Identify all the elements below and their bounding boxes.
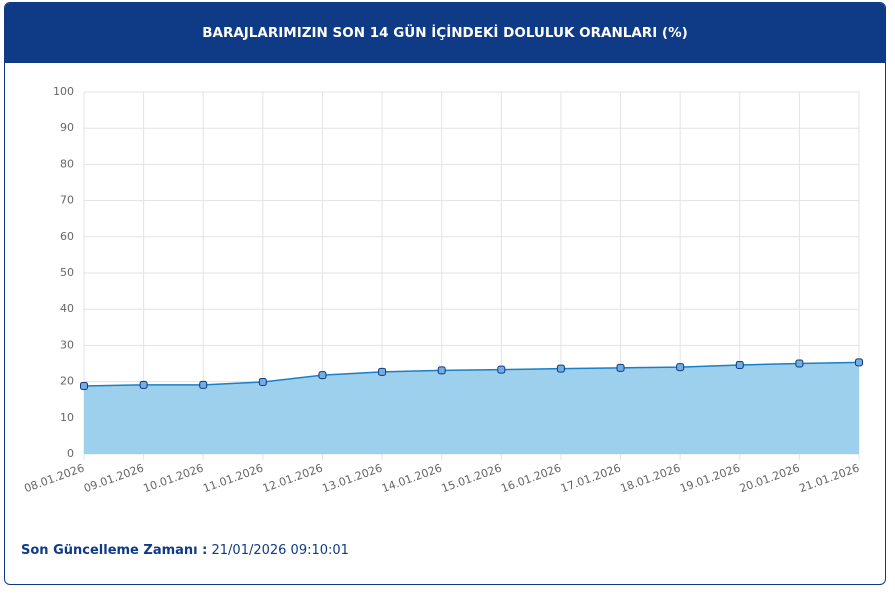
header: BARAJLARIMIZIN SON 14 GÜN İÇİNDEKİ DOLUL… (5, 3, 885, 63)
area (84, 362, 859, 454)
marker (616, 363, 625, 372)
marker (676, 363, 685, 372)
marker (855, 358, 863, 367)
x-tick-label: 14.01.2026 (380, 461, 444, 495)
marker (318, 371, 327, 380)
chart-title: BARAJLARIMIZIN SON 14 GÜN İÇİNDEKİ DOLUL… (202, 25, 688, 41)
marker (735, 360, 744, 369)
x-tick-label: 17.01.2026 (559, 461, 623, 495)
y-tick-label: 90 (60, 121, 74, 134)
footer-value: 21/01/2026 09:10:01 (211, 543, 349, 558)
marker (556, 364, 565, 373)
marker (139, 380, 148, 389)
x-tick-label: 13.01.2026 (320, 461, 384, 495)
y-tick-label: 60 (60, 230, 74, 243)
x-tick-label: 10.01.2026 (142, 461, 206, 495)
y-tick-label: 70 (60, 194, 74, 207)
x-tick-label: 11.01.2026 (201, 461, 265, 495)
x-tick-label: 12.01.2026 (261, 461, 325, 495)
y-tick-label: 50 (60, 266, 74, 279)
marker (795, 359, 804, 368)
marker (199, 380, 208, 389)
marker (497, 365, 506, 374)
y-tick-label: 0 (67, 447, 74, 460)
x-tick-label: 08.01.2026 (22, 461, 86, 495)
y-tick-label: 80 (60, 157, 74, 170)
y-tick-label: 30 (60, 338, 74, 351)
x-tick-label: 16.01.2026 (499, 461, 563, 495)
line (83, 361, 860, 387)
x-tick-label: 21.01.2026 (797, 461, 861, 495)
x-tick-label: 09.01.2026 (82, 461, 146, 495)
x-tick-label: 15.01.2026 (440, 461, 504, 495)
y-tick-label: 20 (60, 375, 74, 388)
x-tick-label: 18.01.2026 (619, 461, 683, 495)
chart: 0 10 20 30 40 50 60 70 80 90 100 08.01.202609.01.20… (22, 85, 863, 495)
footer: Son Güncelleme Zamanı : 21/01/2026 09:10… (21, 543, 349, 558)
x-tick-label: 19.01.2026 (678, 461, 742, 495)
y-tick-label: 40 (60, 302, 74, 315)
card: BARAJLARIMIZIN SON 14 GÜN İÇİNDEKİ DOLUL… (4, 2, 886, 585)
marker (258, 377, 267, 386)
y-tick-label: 100 (53, 85, 74, 98)
x-tick-label: 20.01.2026 (738, 461, 802, 495)
marker (437, 366, 446, 375)
footer-label: Son Güncelleme Zamanı : (21, 543, 208, 558)
marker (378, 367, 387, 376)
y-tick-label: 10 (60, 411, 74, 424)
marker (80, 381, 88, 390)
